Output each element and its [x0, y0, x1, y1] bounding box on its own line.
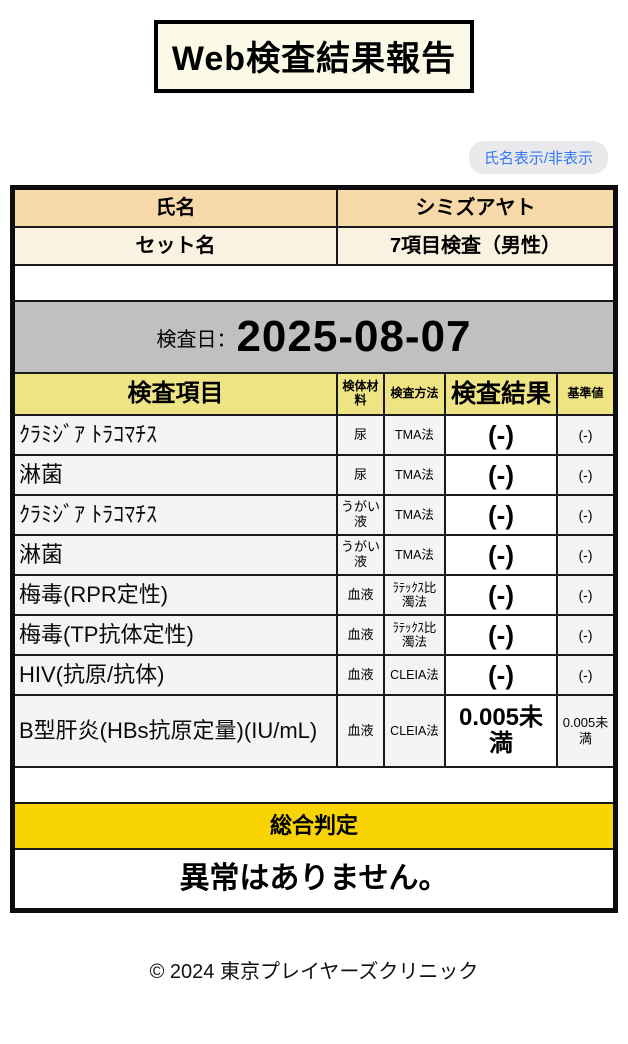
- method-value: CLEIA法: [385, 696, 446, 766]
- specimen-value: 血液: [338, 616, 385, 654]
- patient-name-label: 氏名: [15, 190, 338, 226]
- header-result: 検査結果: [446, 374, 558, 414]
- header-test-item: 検査項目: [15, 374, 338, 414]
- method-value: CLEIA法: [385, 656, 446, 694]
- page-title: Web検査結果報告: [153, 20, 475, 93]
- exam-date-row: 検査日： 2025-08-07: [15, 302, 613, 374]
- spacer-row: [15, 768, 613, 804]
- test-item-name: 梅毒(RPR定性): [15, 576, 338, 614]
- test-item-name: 梅毒(TP抗体定性): [15, 616, 338, 654]
- overall-verdict-value-row: 異常はありません。: [15, 850, 613, 908]
- method-value: ﾗﾃｯｸｽ比濁法: [385, 576, 446, 614]
- specimen-value: 血液: [338, 696, 385, 766]
- reference-value: (-): [578, 586, 593, 603]
- result-value: (-): [446, 536, 558, 574]
- reference-value: (-): [578, 666, 593, 683]
- overall-verdict-label: 総合判定: [269, 813, 358, 839]
- table-row: 梅毒(RPR定性) 血液 ﾗﾃｯｸｽ比濁法 (-) (-): [15, 576, 613, 616]
- specimen-value: 血液: [338, 576, 385, 614]
- result-value: (-): [446, 496, 558, 534]
- result-value: (-): [446, 576, 558, 614]
- result-value: (-): [446, 616, 558, 654]
- test-item-name: HIV(抗原/抗体): [15, 656, 338, 694]
- reference-value: (-): [578, 506, 593, 523]
- result-report-table: 氏名 シミズアヤト セット名 7項目検査（男性） 検査日： 2025-08-07…: [10, 185, 618, 913]
- reference-value: 0.005未満: [562, 715, 609, 746]
- specimen-value: うがい液: [338, 496, 385, 534]
- specimen-value: 尿: [338, 456, 385, 494]
- table-row: ｸﾗﾐｼﾞｱ ﾄﾗｺﾏﾁｽ うがい液 TMA法 (-) (-): [15, 496, 613, 536]
- header-method: 検査方法: [385, 374, 446, 414]
- test-set-value: 7項目検査（男性）: [389, 234, 562, 257]
- patient-name-value: シミズアヤト: [415, 196, 536, 219]
- toolbar: 氏名表示/非表示: [0, 141, 628, 174]
- reference-value: (-): [578, 626, 593, 643]
- reference-value: (-): [578, 466, 593, 483]
- patient-name-row: 氏名 シミズアヤト: [15, 190, 613, 228]
- result-value: (-): [446, 456, 558, 494]
- test-item-name: 淋菌: [15, 456, 338, 494]
- method-value: TMA法: [385, 536, 446, 574]
- header-specimen: 検体材料: [338, 374, 385, 414]
- spacer-row: [15, 266, 613, 302]
- test-item-name: ｸﾗﾐｼﾞｱ ﾄﾗｺﾏﾁｽ: [15, 496, 338, 534]
- test-set-label: セット名: [15, 228, 338, 264]
- test-item-name: B型肝炎(HBs抗原定量)(IU/mL): [15, 696, 338, 766]
- table-row: 淋菌 うがい液 TMA法 (-) (-): [15, 536, 613, 576]
- specimen-value: 尿: [338, 416, 385, 454]
- table-row: ｸﾗﾐｼﾞｱ ﾄﾗｺﾏﾁｽ 尿 TMA法 (-) (-): [15, 416, 613, 456]
- method-value: TMA法: [385, 496, 446, 534]
- reference-value: (-): [578, 426, 593, 443]
- table-row: 淋菌 尿 TMA法 (-) (-): [15, 456, 613, 496]
- overall-verdict-value: 異常はありません。: [179, 861, 449, 895]
- copyright-footer: © 2024 東京プレイヤーズクリニック: [149, 961, 479, 983]
- exam-date-label: 検査日：: [156, 328, 237, 351]
- table-header-row: 検査項目 検体材料 検査方法 検査結果 基準値: [15, 374, 613, 416]
- reference-value: (-): [578, 546, 593, 563]
- test-item-name: ｸﾗﾐｼﾞｱ ﾄﾗｺﾏﾁｽ: [15, 416, 338, 454]
- table-row: HIV(抗原/抗体) 血液 CLEIA法 (-) (-): [15, 656, 613, 696]
- header-reference: 基準値: [567, 386, 604, 401]
- method-value: TMA法: [385, 456, 446, 494]
- method-value: ﾗﾃｯｸｽ比濁法: [385, 616, 446, 654]
- name-visibility-toggle-button[interactable]: 氏名表示/非表示: [468, 141, 608, 174]
- specimen-value: うがい液: [338, 536, 385, 574]
- result-value: (-): [446, 416, 558, 454]
- result-value: (-): [446, 656, 558, 694]
- table-row: B型肝炎(HBs抗原定量)(IU/mL) 血液 CLEIA法 0.005未満 0…: [15, 696, 613, 768]
- table-row: 梅毒(TP抗体定性) 血液 ﾗﾃｯｸｽ比濁法 (-) (-): [15, 616, 613, 656]
- method-value: TMA法: [385, 416, 446, 454]
- exam-date-value: 2025-08-07: [236, 312, 472, 361]
- specimen-value: 血液: [338, 656, 385, 694]
- result-value: 0.005未満: [446, 696, 558, 766]
- test-item-name: 淋菌: [15, 536, 338, 574]
- page-header: Web検査結果報告: [0, 20, 628, 93]
- overall-verdict-header-row: 総合判定: [15, 804, 613, 850]
- test-set-row: セット名 7項目検査（男性）: [15, 228, 613, 266]
